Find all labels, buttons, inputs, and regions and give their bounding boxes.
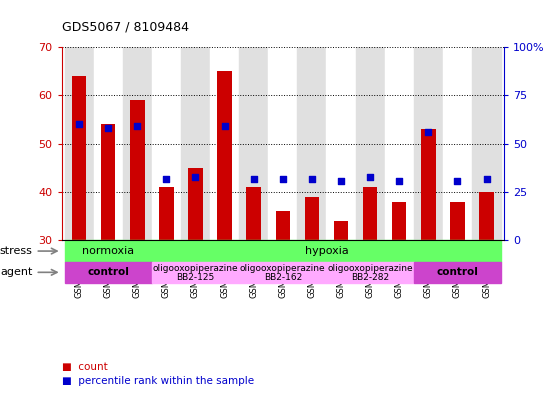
Bar xyxy=(297,47,326,241)
Point xyxy=(307,175,316,182)
Bar xyxy=(64,262,152,283)
Point xyxy=(482,175,491,182)
Bar xyxy=(356,47,385,241)
Text: normoxia: normoxia xyxy=(82,246,134,256)
Point xyxy=(366,174,375,180)
Bar xyxy=(385,47,414,241)
Point xyxy=(337,177,346,184)
Point xyxy=(191,174,200,180)
Text: oligooxopiperazine: oligooxopiperazine xyxy=(153,264,239,273)
Bar xyxy=(268,47,297,241)
Bar xyxy=(392,202,407,241)
Text: ■  count: ■ count xyxy=(62,362,108,373)
Point xyxy=(249,175,258,182)
Point xyxy=(104,125,113,132)
Bar xyxy=(130,100,144,241)
Point xyxy=(453,177,462,184)
Bar xyxy=(276,211,290,241)
Bar xyxy=(101,125,115,241)
Point xyxy=(278,175,287,182)
Bar xyxy=(443,47,472,241)
Bar xyxy=(123,47,152,241)
Text: control: control xyxy=(87,267,129,277)
Bar xyxy=(152,262,239,283)
Bar xyxy=(472,47,501,241)
Bar xyxy=(188,168,203,241)
Bar xyxy=(421,129,436,241)
Bar xyxy=(239,47,268,241)
Text: hypoxia: hypoxia xyxy=(305,246,348,256)
Bar xyxy=(217,71,232,241)
Bar xyxy=(72,76,86,241)
Bar xyxy=(414,47,443,241)
Text: stress: stress xyxy=(0,246,32,256)
Bar xyxy=(181,47,210,241)
Point xyxy=(162,175,171,182)
Text: GDS5067 / 8109484: GDS5067 / 8109484 xyxy=(62,20,189,33)
Text: control: control xyxy=(436,267,478,277)
Point xyxy=(395,177,404,184)
Bar xyxy=(152,47,181,241)
Bar xyxy=(64,241,152,262)
Bar xyxy=(450,202,465,241)
Bar xyxy=(159,187,174,241)
Point xyxy=(74,121,83,128)
Text: BB2-282: BB2-282 xyxy=(351,272,389,281)
Text: agent: agent xyxy=(0,267,32,277)
Bar xyxy=(152,241,501,262)
Bar xyxy=(246,187,261,241)
Point xyxy=(424,129,433,135)
Bar xyxy=(64,47,94,241)
Bar xyxy=(239,262,326,283)
Text: BB2-125: BB2-125 xyxy=(176,272,214,281)
Point xyxy=(133,123,142,130)
Bar xyxy=(94,47,123,241)
Bar xyxy=(479,192,494,241)
Bar xyxy=(210,47,239,241)
Text: BB2-162: BB2-162 xyxy=(264,272,302,281)
Text: oligooxopiperazine: oligooxopiperazine xyxy=(240,264,325,273)
Bar xyxy=(334,221,348,241)
Bar xyxy=(363,187,377,241)
Text: oligooxopiperazine: oligooxopiperazine xyxy=(327,264,413,273)
Point xyxy=(220,123,229,130)
Text: ■  percentile rank within the sample: ■ percentile rank within the sample xyxy=(62,376,254,386)
Bar xyxy=(305,197,319,241)
Bar xyxy=(326,262,414,283)
Bar xyxy=(414,262,501,283)
Bar xyxy=(326,47,356,241)
